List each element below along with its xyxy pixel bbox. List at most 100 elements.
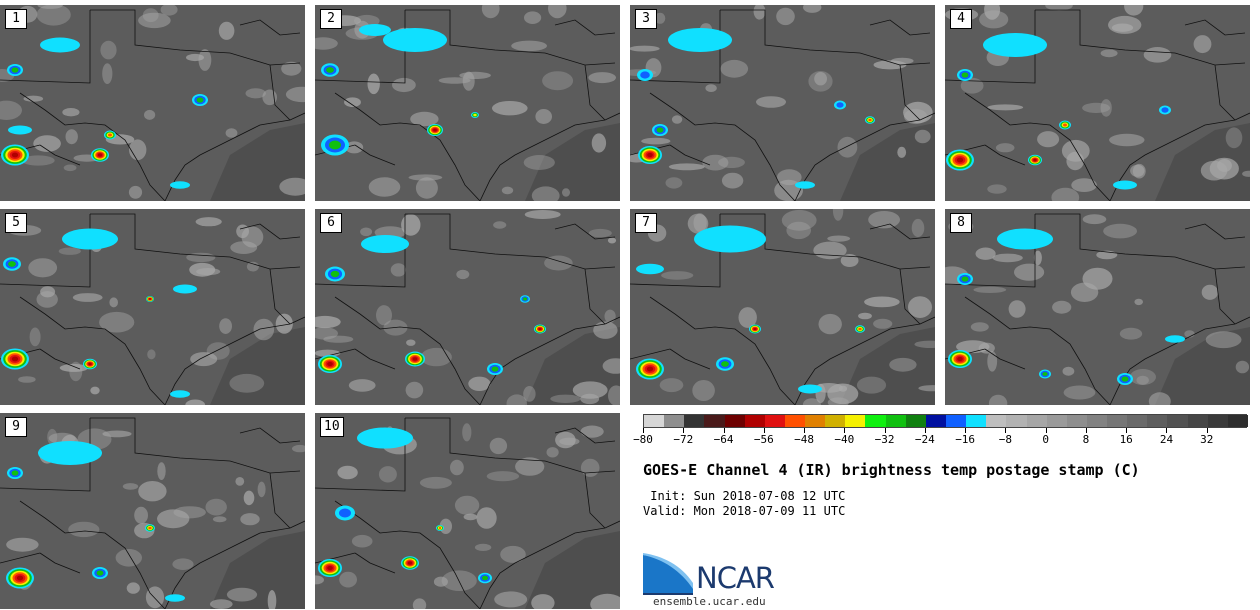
cloud-patch <box>157 509 190 529</box>
panel-label: 2 <box>320 9 342 29</box>
cloud-patch <box>837 136 858 158</box>
cloud-patch <box>548 5 567 19</box>
cloud-patch <box>257 481 266 498</box>
cloud-patch <box>235 477 245 486</box>
colorbar-tick-label: −32 <box>874 433 895 446</box>
cloud-patch <box>492 101 528 116</box>
cloud-patch <box>144 109 156 120</box>
cloud-patch <box>390 263 407 277</box>
cloud-patch <box>115 549 142 567</box>
state-border <box>239 427 301 444</box>
cloud-patch <box>588 228 612 238</box>
colorbar-tick-label: −48 <box>794 433 814 446</box>
colorbar-segment <box>1147 415 1168 427</box>
storm-cell <box>961 276 969 282</box>
cloud-patch <box>218 21 235 40</box>
storm-cell <box>482 575 488 581</box>
cloud-patch <box>995 143 1015 153</box>
ir-satellite-map <box>315 5 620 201</box>
colorbar-tick-label: −40 <box>834 433 855 446</box>
colorbar-tick-label: 0 <box>1042 433 1049 446</box>
cloud-patch <box>279 177 305 196</box>
panel-1: 1 <box>0 5 305 201</box>
cloud-patch <box>275 313 293 334</box>
cloud-patch <box>240 513 260 526</box>
cloud-patch <box>1103 223 1137 239</box>
cloud-patch <box>172 558 194 570</box>
colorbar-segment <box>805 415 826 427</box>
storm-cell <box>433 128 437 132</box>
state-border <box>720 9 931 66</box>
storm-cell <box>836 102 844 108</box>
storm-cell <box>11 356 19 362</box>
cloud-patch <box>591 133 607 153</box>
storm-cell <box>149 298 151 300</box>
panel-2: 2 <box>315 5 620 201</box>
cloud-patch <box>1037 131 1060 148</box>
cloud-patch <box>1014 263 1045 281</box>
cloud-patch <box>523 155 555 170</box>
cloud-patch <box>23 95 44 102</box>
colorbar-tick-label: −80 <box>633 433 653 446</box>
cloud-patch <box>808 71 833 92</box>
cloud-patch <box>348 379 376 392</box>
state-border <box>19 296 166 405</box>
colorbar-tick <box>1085 428 1087 433</box>
cloud-patch <box>531 594 555 609</box>
cloud-patch <box>535 109 552 124</box>
storm-cell <box>11 152 19 158</box>
cloud-patch <box>856 376 887 394</box>
panel-3: 3 <box>630 5 935 201</box>
colorbar-tick <box>924 428 926 433</box>
cloud-patch <box>668 163 705 171</box>
cloud-patch <box>292 444 305 453</box>
cloud-patch <box>531 186 560 201</box>
colorbar-segment <box>684 415 705 427</box>
ir-satellite-map <box>315 417 620 609</box>
storm-cell <box>753 328 757 330</box>
colorbar-tick-label: −64 <box>713 433 734 446</box>
storm-cell <box>165 594 185 602</box>
cloud-patch <box>975 247 996 260</box>
cloud-patch <box>323 335 354 343</box>
state-border <box>239 19 301 36</box>
cloud-patch <box>18 376 36 383</box>
cloud-patch <box>102 430 132 438</box>
colorbar-segment <box>966 415 987 427</box>
colorbar-tick <box>1045 428 1047 433</box>
storm-cell <box>640 71 650 79</box>
cloud-patch <box>506 394 528 405</box>
state-border <box>1184 223 1246 240</box>
cloud-patch <box>542 71 574 91</box>
cloud-patch <box>246 261 259 272</box>
site-url: ensemble.ucar.edu <box>653 595 766 608</box>
storm-cell <box>148 526 152 530</box>
ir-satellite-map <box>0 5 305 201</box>
colorbar-segment <box>825 415 846 427</box>
state-border <box>334 92 481 201</box>
panel-label: 4 <box>950 9 972 29</box>
cloud-patch <box>40 286 56 298</box>
cloud-patch <box>450 459 464 476</box>
cloud-patch <box>36 291 58 308</box>
storm-cell <box>522 297 528 301</box>
cloud-patch <box>868 211 900 229</box>
cloud-patch <box>410 111 439 127</box>
panel-label: 1 <box>5 9 27 29</box>
panel-8: 8 <box>945 209 1250 405</box>
cloud-patch <box>344 97 361 107</box>
storm-cell <box>88 362 92 366</box>
cloud-patch <box>456 269 470 280</box>
ncar-logo: NCAR <box>643 553 793 595</box>
cloud-patch <box>1124 5 1144 16</box>
cloud-patch <box>960 77 984 94</box>
cloud-patch <box>911 218 925 238</box>
cloud-patch <box>559 437 580 446</box>
colorbar-strip <box>643 414 1249 428</box>
cloud-patch <box>0 100 22 120</box>
cloud-patch <box>438 77 471 84</box>
cloud-patch <box>33 135 61 152</box>
cloud-patch <box>142 8 159 23</box>
state-border <box>630 348 671 360</box>
panel-label: 3 <box>635 9 657 29</box>
